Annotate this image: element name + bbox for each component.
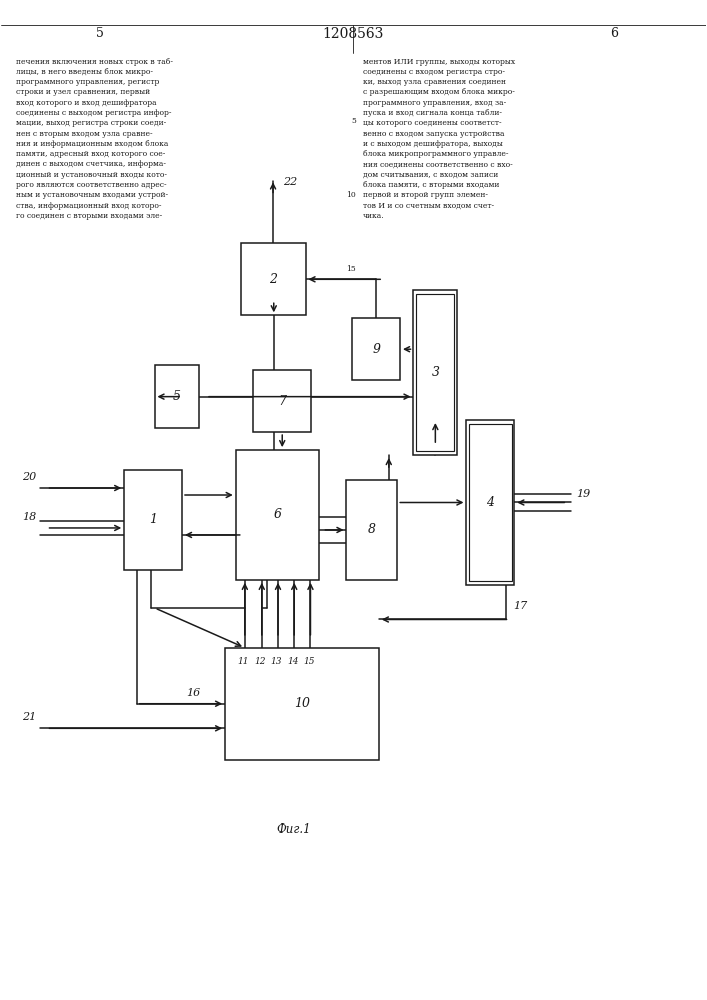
Bar	[467, 420, 515, 585]
Text: 9: 9	[372, 343, 380, 356]
Bar	[346, 480, 397, 580]
Bar	[124, 470, 182, 570]
Text: 5: 5	[173, 390, 181, 403]
Text: 13: 13	[271, 657, 282, 666]
Text: 15: 15	[346, 265, 356, 273]
Text: 14: 14	[287, 657, 298, 666]
Text: 11: 11	[238, 657, 249, 666]
Text: 19: 19	[575, 489, 590, 499]
Text: 1208563: 1208563	[323, 27, 384, 41]
Text: 1: 1	[149, 513, 157, 526]
Text: печения включения новых строк в таб-
лицы, в него введены блок микро-
программно: печения включения новых строк в таб- лиц…	[16, 58, 173, 220]
Text: Фиг.1: Фиг.1	[276, 823, 311, 836]
Text: 3: 3	[431, 366, 439, 379]
Text: 8: 8	[368, 523, 376, 536]
Bar	[414, 290, 457, 455]
Text: 10: 10	[294, 697, 310, 710]
Text: 20: 20	[22, 472, 36, 482]
Text: 4: 4	[486, 496, 494, 509]
Text: 22: 22	[283, 177, 297, 187]
Bar	[352, 318, 400, 380]
Text: 12: 12	[255, 657, 266, 666]
Text: 17: 17	[513, 601, 527, 611]
Text: 21: 21	[22, 712, 36, 722]
Bar	[240, 243, 305, 315]
Text: 7: 7	[279, 395, 286, 408]
Bar	[225, 648, 379, 760]
Text: 15: 15	[303, 657, 315, 666]
Text: ментов ИЛИ группы, выходы которых
соединены с входом регистра стро-
ки, выход уз: ментов ИЛИ группы, выходы которых соедин…	[363, 58, 515, 220]
Text: 18: 18	[22, 512, 36, 522]
Bar	[469, 424, 512, 581]
Text: 5: 5	[351, 117, 356, 125]
Text: 2: 2	[269, 273, 277, 286]
Text: 6: 6	[274, 508, 281, 521]
Bar	[235, 450, 319, 580]
Bar	[253, 370, 311, 432]
Text: 5: 5	[95, 27, 103, 40]
Bar	[155, 365, 199, 428]
Text: 6: 6	[611, 27, 619, 40]
Text: 16: 16	[186, 688, 201, 698]
Bar	[416, 294, 455, 451]
Text: 10: 10	[346, 191, 356, 199]
